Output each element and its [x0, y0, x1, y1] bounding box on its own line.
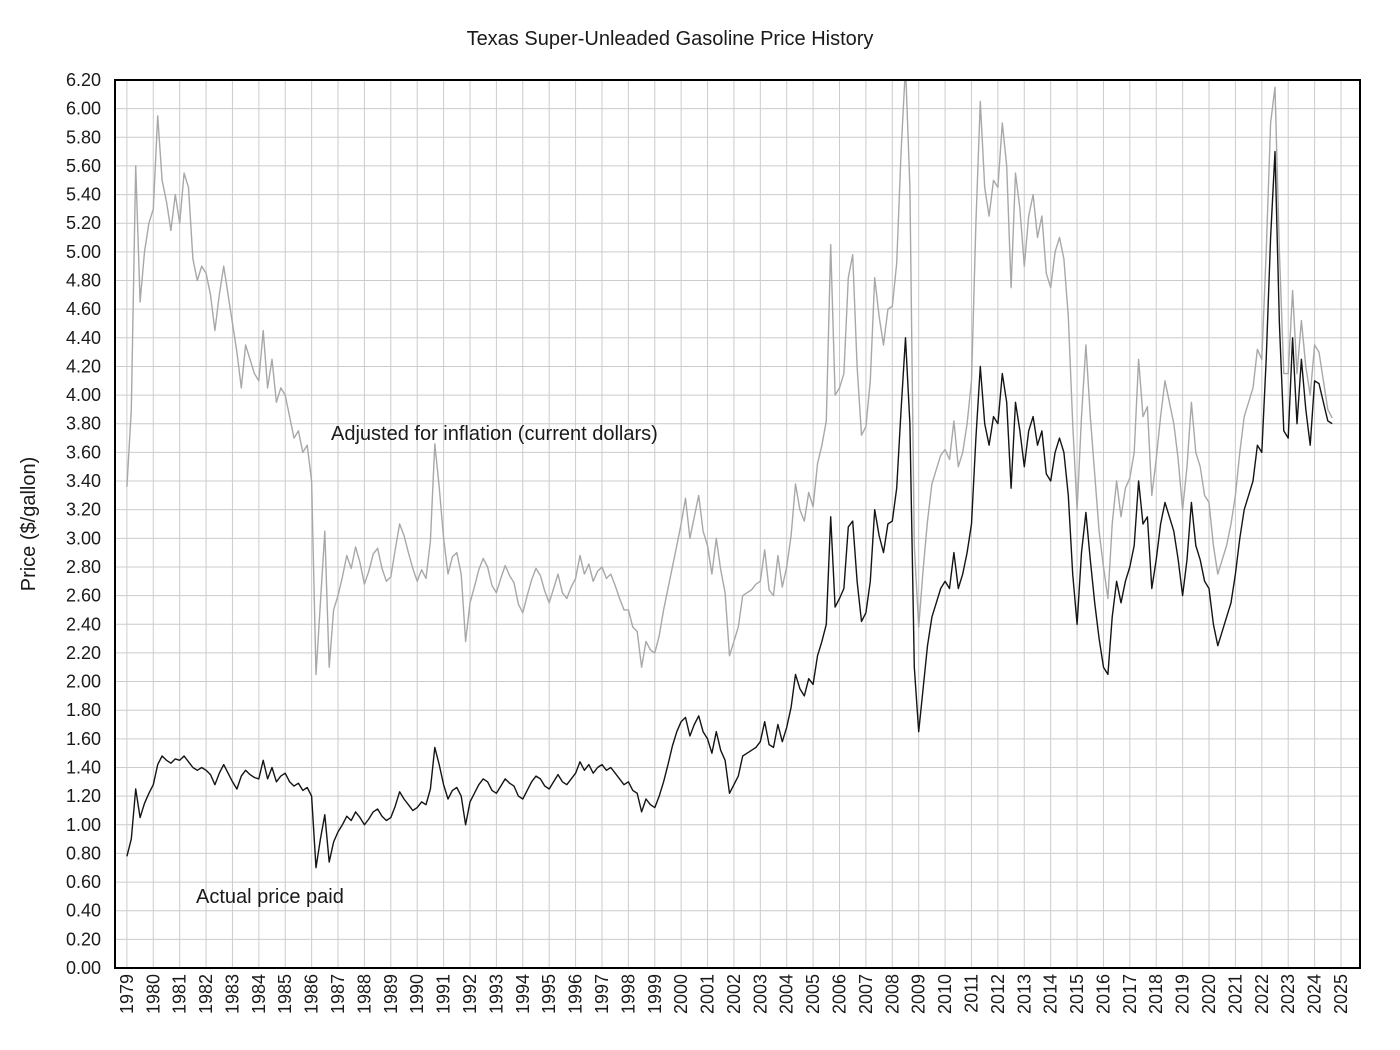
x-tick-label-2023: 2023	[1278, 974, 1298, 1014]
x-tick-label-1990: 1990	[407, 974, 427, 1014]
y-tick-label-4.20: 4.20	[66, 356, 101, 376]
y-tick-label-1.20: 1.20	[66, 786, 101, 806]
x-tick-label-2005: 2005	[803, 974, 823, 1014]
x-tick-label-2011: 2011	[962, 974, 982, 1013]
x-tick-label-1979: 1979	[117, 974, 137, 1014]
x-tick-label-2017: 2017	[1120, 974, 1140, 1014]
x-tick-label-2006: 2006	[830, 974, 850, 1014]
x-tick-label-2001: 2001	[698, 974, 718, 1014]
y-tick-label-5.20: 5.20	[66, 213, 101, 233]
x-tick-label-1999: 1999	[645, 974, 665, 1014]
x-tick-label-1996: 1996	[566, 974, 586, 1014]
x-tick-label-2022: 2022	[1252, 974, 1272, 1014]
y-tick-label-4.80: 4.80	[66, 271, 101, 291]
x-tick-label-1986: 1986	[302, 974, 322, 1014]
x-tick-label-1998: 1998	[618, 974, 638, 1014]
x-tick-label-2003: 2003	[750, 974, 770, 1014]
x-tick-label-2021: 2021	[1225, 974, 1245, 1014]
y-tick-label-0.60: 0.60	[66, 872, 101, 892]
x-tick-label-1985: 1985	[275, 974, 295, 1014]
y-tick-label-3.40: 3.40	[66, 471, 101, 491]
y-tick-label-3.80: 3.80	[66, 414, 101, 434]
y-tick-label-5.60: 5.60	[66, 156, 101, 176]
x-tick-label-1997: 1997	[592, 974, 612, 1014]
x-tick-label-2007: 2007	[856, 974, 876, 1014]
x-tick-label-2015: 2015	[1067, 974, 1087, 1014]
y-tick-label-2.20: 2.20	[66, 643, 101, 663]
x-tick-label-2004: 2004	[777, 974, 797, 1014]
x-tick-label-2024: 2024	[1305, 974, 1325, 1014]
chart-title: Texas Super-Unleaded Gasoline Price Hist…	[466, 28, 874, 50]
x-tick-label-1983: 1983	[223, 974, 243, 1014]
y-tick-label-6.20: 6.20	[66, 70, 101, 90]
y-tick-label-1.60: 1.60	[66, 729, 101, 749]
y-tick-label-2.40: 2.40	[66, 614, 101, 634]
y-tick-label-1.00: 1.00	[66, 815, 101, 835]
x-tick-label-2020: 2020	[1199, 974, 1219, 1014]
x-tick-label-1988: 1988	[354, 974, 374, 1014]
y-tick-label-5.00: 5.00	[66, 242, 101, 262]
x-tick-label-1991: 1991	[434, 974, 454, 1014]
x-tick-label-2000: 2000	[671, 974, 691, 1014]
y-tick-label-0.20: 0.20	[66, 929, 101, 949]
annotation-actual-series-label: Actual price paid	[196, 886, 344, 908]
x-tick-label-1994: 1994	[513, 974, 533, 1014]
x-tick-label-2013: 2013	[1014, 974, 1034, 1014]
y-tick-label-1.80: 1.80	[66, 700, 101, 720]
y-tick-label-0.80: 0.80	[66, 843, 101, 863]
y-tick-label-0.40: 0.40	[66, 901, 101, 921]
x-tick-label-1981: 1981	[170, 974, 190, 1014]
y-tick-label-3.00: 3.00	[66, 528, 101, 548]
x-tick-label-1989: 1989	[381, 974, 401, 1014]
y-axis-title: Price ($/gallon)	[18, 456, 40, 592]
x-tick-label-2009: 2009	[909, 974, 929, 1014]
y-tick-label-4.60: 4.60	[66, 299, 101, 319]
x-tick-label-2016: 2016	[1094, 974, 1114, 1014]
x-tick-label-1995: 1995	[539, 974, 559, 1014]
x-tick-label-1980: 1980	[143, 974, 163, 1014]
y-tick-label-5.40: 5.40	[66, 185, 101, 205]
y-tick-label-3.60: 3.60	[66, 442, 101, 462]
x-tick-label-1982: 1982	[196, 974, 216, 1014]
x-tick-label-2014: 2014	[1041, 974, 1061, 1014]
y-tick-label-0.00: 0.00	[66, 958, 101, 978]
y-tick-label-5.80: 5.80	[66, 127, 101, 147]
x-tick-label-2012: 2012	[988, 974, 1008, 1014]
series-line-inflation-adjusted	[126, 80, 1333, 676]
x-tick-label-1987: 1987	[328, 974, 348, 1014]
y-tick-label-6.00: 6.00	[66, 99, 101, 119]
y-tick-label-3.20: 3.20	[66, 500, 101, 520]
x-tick-label-2010: 2010	[935, 974, 955, 1014]
x-tick-label-2008: 2008	[882, 974, 902, 1014]
y-tick-label-2.60: 2.60	[66, 586, 101, 606]
y-tick-label-4.00: 4.00	[66, 385, 101, 405]
x-tick-label-2019: 2019	[1173, 974, 1193, 1014]
y-tick-label-1.40: 1.40	[66, 757, 101, 777]
y-tick-label-2.00: 2.00	[66, 672, 101, 692]
x-tick-label-1984: 1984	[249, 974, 269, 1014]
annotation-adjusted-series-label: Adjusted for inflation (current dollars)	[331, 423, 658, 445]
x-tick-label-1992: 1992	[460, 974, 480, 1014]
y-tick-label-2.80: 2.80	[66, 557, 101, 577]
x-tick-label-2025: 2025	[1331, 974, 1351, 1014]
plot-frame	[114, 79, 1361, 969]
y-tick-label-4.40: 4.40	[66, 328, 101, 348]
x-tick-label-2018: 2018	[1146, 974, 1166, 1014]
series-line-actual-price	[126, 150, 1333, 869]
x-tick-label-2002: 2002	[724, 974, 744, 1014]
x-tick-label-1993: 1993	[486, 974, 506, 1014]
